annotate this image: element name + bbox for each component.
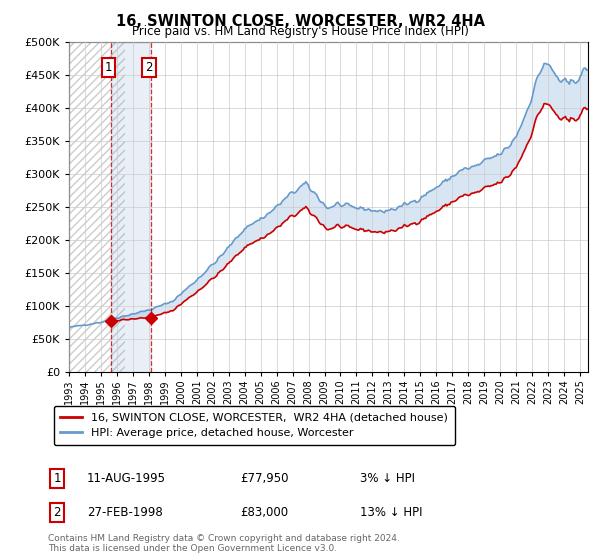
Bar <box>111 42 151 372</box>
Text: Price paid vs. HM Land Registry's House Price Index (HPI): Price paid vs. HM Land Registry's House … <box>131 25 469 38</box>
Legend: 16, SWINTON CLOSE, WORCESTER,  WR2 4HA (detached house), HPI: Average price, det: 16, SWINTON CLOSE, WORCESTER, WR2 4HA (d… <box>53 406 455 445</box>
Text: 11-AUG-1995: 11-AUG-1995 <box>87 472 166 486</box>
Bar <box>69 42 125 372</box>
Text: 2: 2 <box>53 506 61 519</box>
Text: 3% ↓ HPI: 3% ↓ HPI <box>360 472 415 486</box>
Text: 16, SWINTON CLOSE, WORCESTER, WR2 4HA: 16, SWINTON CLOSE, WORCESTER, WR2 4HA <box>115 14 485 29</box>
Text: 1: 1 <box>104 60 112 73</box>
Text: £83,000: £83,000 <box>240 506 288 519</box>
Text: Contains HM Land Registry data © Crown copyright and database right 2024.
This d: Contains HM Land Registry data © Crown c… <box>48 534 400 553</box>
Text: 2: 2 <box>145 60 153 73</box>
Text: 27-FEB-1998: 27-FEB-1998 <box>87 506 163 519</box>
Text: 13% ↓ HPI: 13% ↓ HPI <box>360 506 422 519</box>
Text: £77,950: £77,950 <box>240 472 289 486</box>
Text: 1: 1 <box>53 472 61 486</box>
